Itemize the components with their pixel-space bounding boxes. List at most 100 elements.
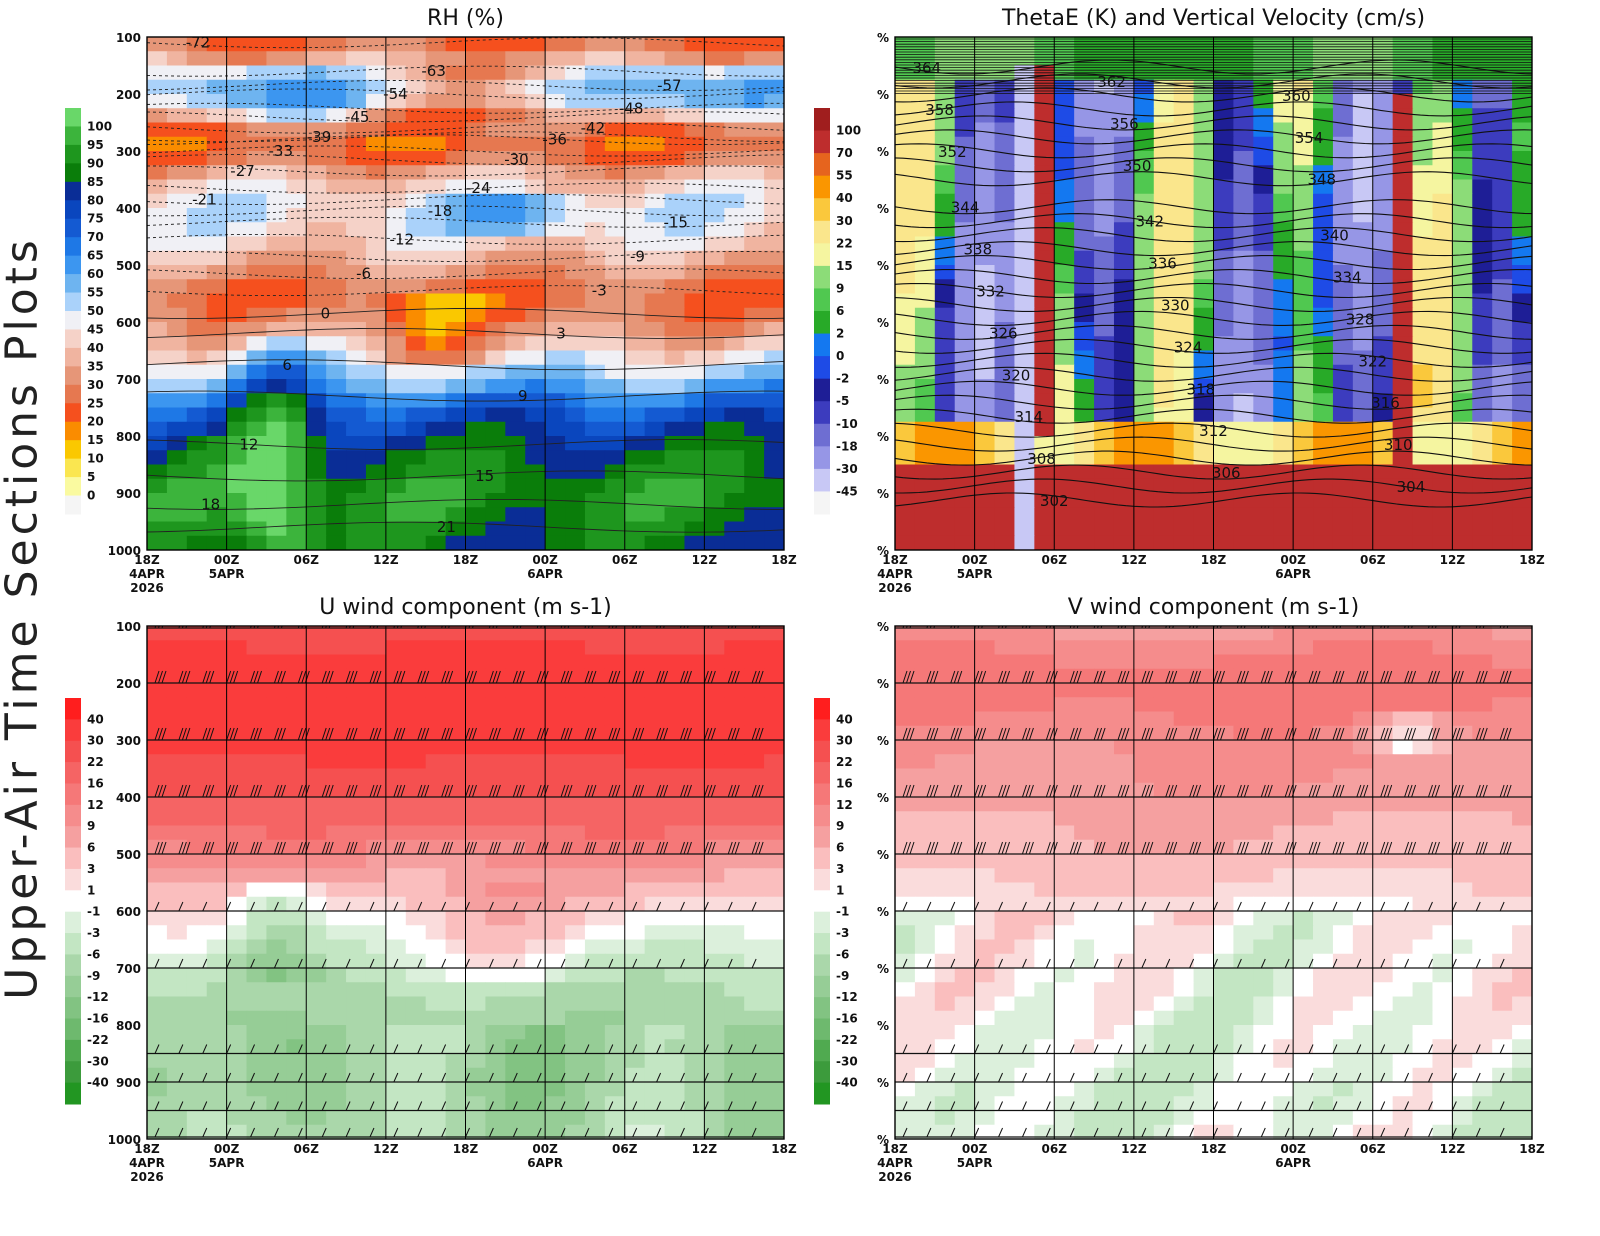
field-cell bbox=[226, 1039, 248, 1055]
contour-label: -36 bbox=[542, 131, 567, 149]
field-cell bbox=[1253, 740, 1274, 755]
field-cell bbox=[565, 782, 586, 798]
field-cell bbox=[385, 464, 407, 480]
field-cell bbox=[704, 94, 725, 109]
field-cell bbox=[425, 37, 447, 52]
field-cell bbox=[505, 478, 526, 494]
field-cell bbox=[1372, 407, 1394, 423]
field-cell bbox=[1014, 279, 1035, 295]
contour-label: 322 bbox=[1358, 352, 1387, 370]
field-cell bbox=[1472, 507, 1493, 523]
field-cell bbox=[704, 740, 725, 755]
field-cell bbox=[166, 825, 188, 841]
field-cell bbox=[166, 307, 188, 323]
field-cell bbox=[684, 996, 705, 1012]
field-cell bbox=[744, 654, 765, 670]
field-cell bbox=[704, 1053, 725, 1069]
field-cell bbox=[1412, 825, 1434, 841]
field-cell bbox=[1074, 640, 1095, 656]
wind-barb bbox=[663, 727, 669, 741]
field-cell bbox=[445, 507, 467, 523]
field-cell bbox=[1352, 364, 1374, 380]
field-cell bbox=[1014, 868, 1035, 884]
field-cell bbox=[206, 811, 228, 827]
field-cell bbox=[684, 1025, 705, 1040]
field-cell bbox=[684, 250, 705, 266]
field-cell bbox=[1313, 797, 1334, 812]
field-cell bbox=[166, 322, 188, 337]
x-tick-label: 12Z bbox=[692, 1142, 718, 1156]
field-cell bbox=[1054, 322, 1075, 337]
field-cell bbox=[604, 94, 626, 109]
wind-barb bbox=[468, 670, 474, 684]
field-cell bbox=[565, 811, 586, 827]
wind-barb bbox=[727, 1072, 733, 1083]
field-cell bbox=[934, 839, 956, 855]
field-cell bbox=[326, 450, 347, 466]
field-cell bbox=[326, 1025, 347, 1040]
field-cell bbox=[1392, 626, 1414, 641]
field-cell bbox=[1153, 683, 1175, 698]
field-cell bbox=[525, 996, 546, 1012]
field-cell bbox=[306, 740, 327, 755]
field-cell bbox=[326, 825, 347, 841]
field-cell bbox=[545, 222, 566, 238]
field-cell bbox=[644, 265, 666, 280]
field-cell bbox=[1173, 478, 1195, 494]
wind-barb bbox=[420, 784, 426, 798]
field-cell bbox=[445, 1053, 467, 1069]
field-cell bbox=[1213, 464, 1235, 480]
field-cell bbox=[286, 322, 307, 337]
field-cell bbox=[604, 108, 626, 124]
x-tick-label: 06Z bbox=[294, 1142, 320, 1156]
colorbar-label: 30 bbox=[836, 214, 853, 228]
wind-barb bbox=[178, 901, 184, 912]
wind-barb bbox=[608, 958, 614, 969]
field-cell bbox=[246, 854, 268, 869]
wind-barb bbox=[250, 841, 256, 855]
wind-barb bbox=[396, 727, 402, 741]
field-cell bbox=[186, 754, 208, 770]
field-cell bbox=[644, 1082, 666, 1097]
wind-barb bbox=[472, 784, 477, 798]
field-cell bbox=[1014, 535, 1035, 550]
field-cell bbox=[1432, 407, 1453, 423]
field-cell bbox=[744, 939, 765, 955]
field-cell bbox=[186, 640, 208, 656]
field-cell bbox=[425, 521, 447, 537]
y-tick-label: 900 bbox=[116, 1076, 141, 1090]
x-tick-label: 18Z bbox=[453, 553, 479, 567]
colorbar-label: 5 bbox=[87, 470, 95, 484]
field-cell bbox=[704, 364, 725, 380]
field-cell bbox=[764, 464, 784, 480]
field-cell bbox=[1074, 797, 1095, 812]
field-cell bbox=[1034, 222, 1055, 238]
field-cell bbox=[1492, 507, 1513, 523]
field-cell bbox=[644, 982, 666, 998]
field-cell bbox=[1233, 436, 1254, 451]
field-cell bbox=[505, 250, 526, 266]
field-cell bbox=[505, 982, 526, 998]
field-cell bbox=[1054, 521, 1075, 537]
field-cell bbox=[744, 222, 765, 238]
field-cell bbox=[584, 279, 606, 295]
field-cell bbox=[724, 1053, 745, 1069]
field-cell bbox=[206, 279, 228, 295]
field-cell bbox=[644, 768, 666, 784]
field-cell bbox=[565, 1053, 586, 1069]
field-cell bbox=[425, 797, 447, 812]
field-cell bbox=[764, 151, 784, 166]
field-cell bbox=[1472, 193, 1493, 209]
field-cell bbox=[1253, 697, 1274, 713]
field-cell bbox=[1133, 868, 1155, 884]
wind-barb bbox=[372, 784, 378, 798]
field-cell bbox=[624, 711, 646, 727]
field-cell bbox=[1512, 854, 1532, 869]
field-cell bbox=[405, 868, 427, 884]
field-cell bbox=[914, 279, 936, 295]
field-cell bbox=[994, 393, 1016, 409]
field-cell bbox=[644, 493, 666, 508]
field-cell bbox=[744, 364, 765, 380]
field-cell bbox=[664, 626, 686, 641]
field-cell bbox=[1094, 236, 1115, 252]
